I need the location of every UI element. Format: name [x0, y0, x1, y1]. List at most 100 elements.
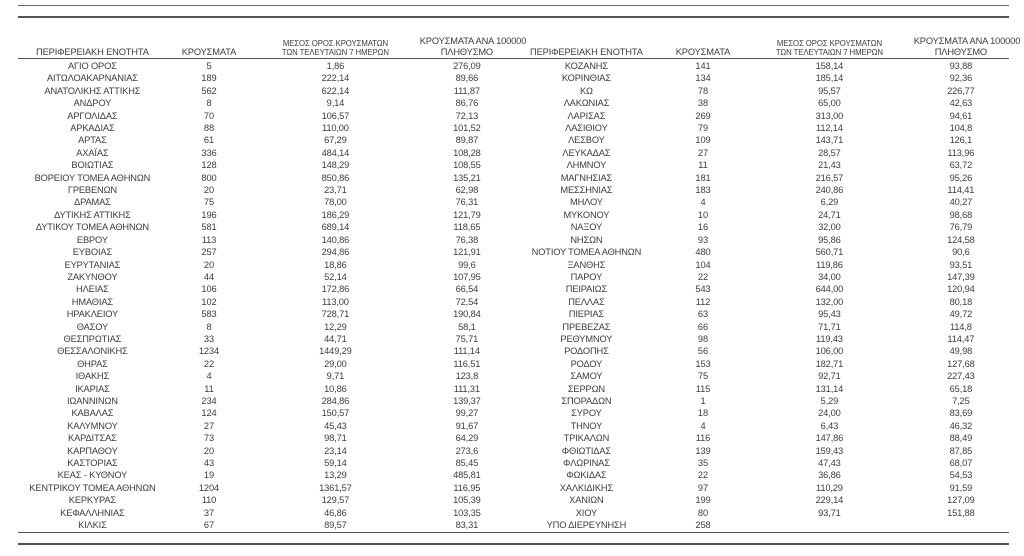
- per-100k-cell: 139,37: [453, 395, 481, 406]
- table-body-left: ΑΓΙΟ ΟΡΟΣ 5 1,86 276,09 ΑΙΤΩΛΟΑΚΑΡΝΑΝΙΑΣ 189 2…: [18, 60, 514, 531]
- region-name-cell: ΑΝΑΤΟΛΙΚΗΣ ΑΤΤΙΚΗΣ: [44, 85, 141, 96]
- region-name-cell: ΣΥΡΟΥ: [571, 408, 602, 419]
- avg-7day-cell: 131,14: [815, 383, 844, 394]
- cases-cell: 104: [695, 259, 711, 270]
- cases-cell: 141: [695, 61, 711, 71]
- avg-7day-cell: 119,86: [815, 259, 843, 270]
- table-row: ΕΒΡΟΥ 113 140,86 76,38: [18, 234, 514, 246]
- cases-cell: 102: [201, 296, 217, 307]
- per-100k-cell: 90,6: [952, 247, 970, 258]
- region-name-cell: ΚΑΡΠΑΘΟΥ: [67, 445, 118, 456]
- region-name-cell: ΛΗΜΝΟΥ: [566, 160, 607, 171]
- table-body-right: ΚΟΖΑΝΗΣ 141 158,14 93,88 ΚΟΡΙΝΘΙΑΣ 134 185,14 9…: [512, 60, 1008, 531]
- cases-table-right: ΠΕΡΙΦΕΡΕΙΑΚΗ ΕΝΟΤΗΤΑ ΚΡΟΥΣΜΑΤΑ ΜΕΣΟΣ ΟΡΟ…: [512, 0, 1020, 540]
- cases-cell: 56: [697, 346, 708, 357]
- table-row: ΔΥΤΙΚΗΣ ΑΤΤΙΚΗΣ 196 186,29 121,79: [18, 209, 514, 221]
- table-row: ΦΛΩΡΙΝΑΣ 35 47,43 68,07: [512, 457, 1008, 469]
- region-name-cell: ΚΕΦΑΛΛΗΝΙΑΣ: [60, 507, 125, 518]
- per-100k-cell: 151,88: [947, 507, 975, 518]
- avg-7day-cell: 172,86: [321, 284, 350, 295]
- table-row: ΔΥΤΙΚΟΥ ΤΟΜΕΑ ΑΘΗΝΩΝ 581 689,14 118,65: [18, 222, 514, 234]
- per-100k-cell: 93,51: [949, 259, 973, 270]
- table-row: ΛΑΚΩΝΙΑΣ 38 65,00 42,63: [512, 98, 1008, 110]
- avg-7day-cell: 689,14: [321, 222, 350, 233]
- cases-table-left: ΠΕΡΙΦΕΡΕΙΑΚΗ ΕΝΟΤΗΤΑ ΚΡΟΥΣΜΑΤΑ ΜΕΣΟΣ ΟΡΟ…: [18, 0, 526, 540]
- cases-cell: 44: [203, 271, 214, 282]
- table-row: ΑΡΚΑΔΙΑΣ 88 110,00 101,52: [18, 122, 514, 134]
- per-100k-cell: 7,25: [952, 395, 970, 406]
- header-cases: ΚΡΟΥΣΜΑΤΑ: [675, 46, 731, 57]
- avg-7day-cell: 24,00: [818, 408, 841, 419]
- avg-7day-cell: 28,57: [818, 147, 841, 158]
- cases-cell: 336: [201, 147, 217, 158]
- per-100k-cell: 116,51: [453, 358, 481, 369]
- per-100k-cell: 49,98: [949, 346, 973, 357]
- cases-cell: 78: [697, 85, 708, 96]
- avg-7day-cell: 98,71: [324, 433, 347, 444]
- per-100k-cell: 111,87: [453, 85, 480, 96]
- region-name-cell: ΑΝΔΡΟΥ: [73, 98, 112, 109]
- region-name-cell: ΧΑΝΙΩΝ: [569, 495, 604, 506]
- per-100k-cell: 227,43: [947, 371, 975, 382]
- cases-cell: 97: [697, 482, 708, 493]
- cases-cell: 4: [206, 371, 212, 382]
- cases-cell: 22: [697, 271, 708, 282]
- avg-7day-cell: 728,71: [321, 309, 350, 320]
- cases-cell: 93: [697, 234, 708, 245]
- region-name-cell: ΕΥΒΟΙΑΣ: [72, 247, 113, 258]
- region-name-cell: ΕΥΡΥΤΑΝΙΑΣ: [64, 259, 121, 270]
- cases-cell: 20: [203, 259, 214, 270]
- table-row: ΘΗΡΑΣ 22 29,00 116,51: [18, 358, 514, 370]
- per-100k-cell: 113,96: [947, 147, 975, 158]
- table-row: ΜΥΚΟΝΟΥ 10 24,71 98,68: [512, 209, 1008, 221]
- region-name-cell: ΚΑΛΥΜΝΟΥ: [67, 420, 118, 431]
- table-row: ΛΕΥΚΑΔΑΣ 27 28,57 113,96: [512, 147, 1008, 159]
- cases-cell: 4: [700, 197, 706, 208]
- avg-7day-cell: 294,86: [321, 247, 350, 258]
- region-name-cell: ΤΡΙΚΑΛΩΝ: [563, 433, 610, 444]
- table-row: ΑΡΓΟΛΙΔΑΣ 70 106,57 72,13: [18, 110, 514, 122]
- cases-cell: 257: [201, 247, 217, 258]
- cases-cell: 8: [206, 98, 212, 109]
- header-cases: ΚΡΟΥΣΜΑΤΑ: [181, 46, 237, 57]
- region-name-cell: ΑΧΑΪΑΣ: [76, 147, 109, 158]
- avg-7day-cell: 44,71: [324, 333, 347, 344]
- cases-cell: 153: [695, 358, 711, 369]
- per-100k-cell: 76,31: [455, 197, 479, 208]
- per-100k-cell: 58,1: [458, 321, 476, 332]
- avg-7day-cell: 18,86: [324, 259, 347, 270]
- cases-cell: 116: [695, 433, 711, 444]
- table-row: ΚΟΡΙΝΘΙΑΣ 134 185,14 92,36: [512, 73, 1008, 85]
- region-name-cell: ΔΥΤΙΚΟΥ ΤΟΜΕΑ ΑΘΗΝΩΝ: [35, 222, 149, 233]
- table-row: ΠΑΡΟΥ 22 34,00 147,39: [512, 271, 1008, 283]
- per-100k-cell: 127,09: [947, 495, 975, 506]
- table-row: ΒΟΡΕΙΟΥ ΤΟΜΕΑ ΑΘΗΝΩΝ 800 850,86 135,21: [18, 172, 514, 184]
- avg-7day-cell: 159,43: [815, 445, 844, 456]
- avg-7day-cell: 560,71: [815, 247, 844, 258]
- per-100k-cell: 75,71: [455, 333, 479, 344]
- region-name-cell: ΡΟΔΟΠΗΣ: [564, 346, 609, 357]
- per-100k-cell: 95,26: [949, 172, 973, 183]
- table-row: ΕΥΒΟΙΑΣ 257 294,86 121,91: [18, 246, 514, 258]
- region-name-cell: ΔΡΑΜΑΣ: [74, 197, 111, 208]
- cases-cell: 583: [201, 309, 217, 320]
- region-name-cell: ΠΕΛΛΑΣ: [568, 296, 605, 307]
- header-7day-average: ΜΕΣΟΣ ΟΡΟΣ ΚΡΟΥΣΜΑΤΩΝ ΤΩΝ ΤΕΛΕΥΤΑΙΩΝ 7 Η…: [281, 39, 389, 57]
- per-100k-cell: 120,94: [947, 284, 975, 295]
- table-row: ΣΕΡΡΩΝ 115 131,14 65,18: [512, 383, 1008, 395]
- per-100k-cell: 40,27: [949, 197, 973, 208]
- avg-7day-cell: 148,29: [321, 160, 350, 171]
- per-100k-cell: 72,13: [455, 110, 479, 121]
- avg-7day-cell: 850,86: [321, 172, 350, 183]
- table-row: ΑΡΤΑΣ 61 67,29 89,87: [18, 135, 514, 147]
- per-100k-cell: 65,18: [949, 383, 973, 394]
- avg-7day-cell: 129,57: [321, 495, 350, 506]
- avg-7day-cell: 622,14: [321, 85, 350, 96]
- region-name-cell: ΡΟΔΟΥ: [570, 358, 603, 369]
- avg-7day-cell: 5,29: [820, 395, 839, 406]
- table-row: ΚΑΛΥΜΝΟΥ 27 45,43 91,67: [18, 420, 514, 432]
- region-name-cell: ΛΑΚΩΝΙΑΣ: [563, 98, 610, 109]
- region-name-cell: ΑΓΙΟ ΟΡΟΣ: [68, 61, 117, 71]
- per-100k-cell: 103,35: [453, 507, 481, 518]
- cases-cell: 800: [201, 172, 217, 183]
